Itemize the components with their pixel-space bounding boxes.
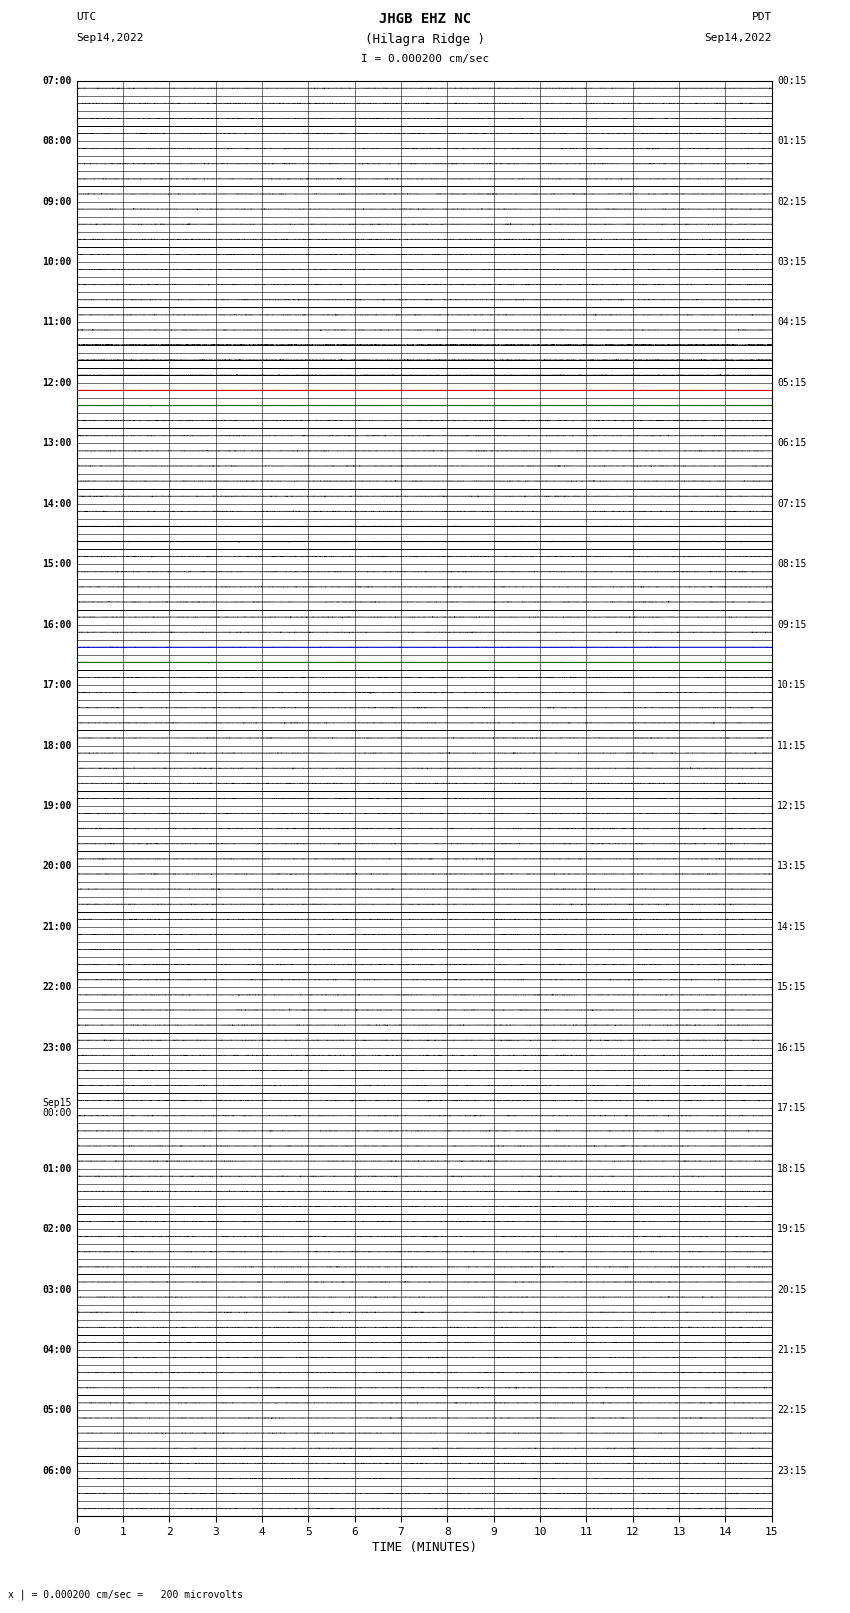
Text: 15:00: 15:00 (42, 560, 71, 569)
Text: Sep14,2022: Sep14,2022 (705, 32, 772, 44)
Text: 20:15: 20:15 (777, 1284, 807, 1295)
Text: 16:00: 16:00 (42, 619, 71, 629)
Text: (Hilagra Ridge ): (Hilagra Ridge ) (365, 32, 485, 47)
Text: 21:00: 21:00 (42, 923, 71, 932)
Text: 09:00: 09:00 (42, 197, 71, 206)
Text: 11:15: 11:15 (777, 740, 807, 750)
Text: 18:15: 18:15 (777, 1163, 807, 1174)
X-axis label: TIME (MINUTES): TIME (MINUTES) (371, 1540, 477, 1553)
Text: 02:15: 02:15 (777, 197, 807, 206)
Text: 14:00: 14:00 (42, 498, 71, 508)
Text: 08:00: 08:00 (42, 135, 71, 147)
Text: 09:15: 09:15 (777, 619, 807, 629)
Text: 19:00: 19:00 (42, 802, 71, 811)
Text: 00:15: 00:15 (777, 76, 807, 85)
Text: 06:00: 06:00 (42, 1466, 71, 1476)
Text: 12:15: 12:15 (777, 802, 807, 811)
Text: 01:15: 01:15 (777, 135, 807, 147)
Text: 12:00: 12:00 (42, 377, 71, 387)
Text: 22:00: 22:00 (42, 982, 71, 992)
Text: 19:15: 19:15 (777, 1224, 807, 1234)
Text: 04:15: 04:15 (777, 318, 807, 327)
Text: 06:15: 06:15 (777, 439, 807, 448)
Text: 07:00: 07:00 (42, 76, 71, 85)
Text: 03:00: 03:00 (42, 1284, 71, 1295)
Text: Sep15: Sep15 (42, 1098, 71, 1108)
Text: 15:15: 15:15 (777, 982, 807, 992)
Text: 05:00: 05:00 (42, 1405, 71, 1416)
Text: 23:15: 23:15 (777, 1466, 807, 1476)
Text: x | = 0.000200 cm/sec =   200 microvolts: x | = 0.000200 cm/sec = 200 microvolts (8, 1589, 243, 1600)
Text: UTC: UTC (76, 11, 97, 23)
Text: 13:15: 13:15 (777, 861, 807, 871)
Text: 22:15: 22:15 (777, 1405, 807, 1416)
Text: 16:15: 16:15 (777, 1042, 807, 1053)
Text: Sep14,2022: Sep14,2022 (76, 32, 144, 44)
Text: 17:15: 17:15 (777, 1103, 807, 1113)
Text: 02:00: 02:00 (42, 1224, 71, 1234)
Text: 13:00: 13:00 (42, 439, 71, 448)
Text: I = 0.000200 cm/sec: I = 0.000200 cm/sec (361, 53, 489, 65)
Text: 05:15: 05:15 (777, 377, 807, 387)
Text: 04:00: 04:00 (42, 1345, 71, 1355)
Text: 21:15: 21:15 (777, 1345, 807, 1355)
Text: PDT: PDT (751, 11, 772, 23)
Text: 10:00: 10:00 (42, 256, 71, 268)
Text: 00:00: 00:00 (42, 1108, 71, 1118)
Text: JHGB EHZ NC: JHGB EHZ NC (379, 11, 471, 26)
Text: 08:15: 08:15 (777, 560, 807, 569)
Text: 18:00: 18:00 (42, 740, 71, 750)
Text: 01:00: 01:00 (42, 1163, 71, 1174)
Text: 23:00: 23:00 (42, 1042, 71, 1053)
Text: 07:15: 07:15 (777, 498, 807, 508)
Text: 10:15: 10:15 (777, 681, 807, 690)
Text: 20:00: 20:00 (42, 861, 71, 871)
Text: 17:00: 17:00 (42, 681, 71, 690)
Text: 03:15: 03:15 (777, 256, 807, 268)
Text: 11:00: 11:00 (42, 318, 71, 327)
Text: 14:15: 14:15 (777, 923, 807, 932)
